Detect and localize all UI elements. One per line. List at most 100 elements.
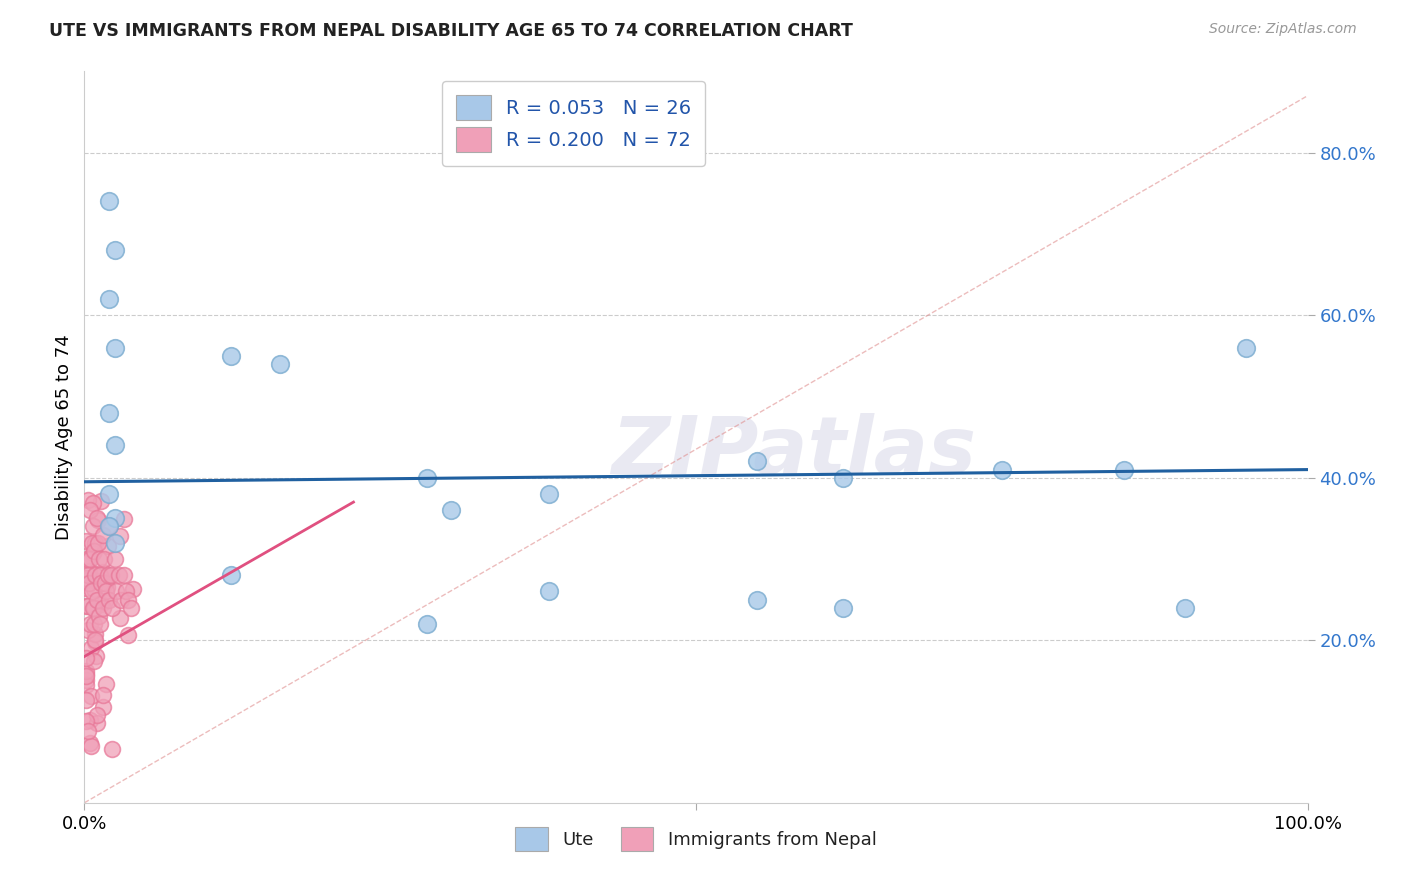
Point [93,689,115,703]
Point [96,584,118,599]
Point [79,552,101,566]
Point [84,568,107,582]
Point [87,513,110,527]
Point [100,568,122,582]
Point [86,715,108,730]
Point [77,564,100,578]
Point [75,667,97,681]
Point [91,700,114,714]
Point [101,741,124,756]
Point [77,576,100,591]
Point [89,568,111,582]
Point [104,243,127,257]
Point [80,689,103,703]
Point [104,341,127,355]
Point [120,600,142,615]
Point [831,471,853,485]
Point [77,492,100,507]
Point [76,552,98,566]
Point [75,534,97,549]
Point [91,527,114,541]
Text: Source: ZipAtlas.com: Source: ZipAtlas.com [1209,22,1357,37]
Text: ZIPatlas: ZIPatlas [612,413,976,491]
Point [82,546,104,560]
Point [82,600,104,615]
Point [83,582,105,596]
Point [97,194,120,209]
Point [75,581,97,595]
Point [1236,341,1258,355]
Point [89,617,111,632]
Point [747,454,769,468]
Point [219,349,242,363]
Point [75,570,97,584]
Point [75,573,97,587]
Point [77,723,100,738]
Point [104,438,127,452]
Point [115,584,138,599]
Point [117,628,139,642]
Point [83,655,105,669]
Point [80,535,103,549]
Point [108,529,131,543]
Text: UTE VS IMMIGRANTS FROM NEPAL DISABILITY AGE 65 TO 74 CORRELATION CHART: UTE VS IMMIGRANTS FROM NEPAL DISABILITY … [49,22,853,40]
Point [79,553,101,567]
Point [83,634,105,648]
Point [77,599,100,614]
Point [117,592,139,607]
Point [747,592,769,607]
Point [83,617,105,632]
Point [82,519,104,533]
Point [90,597,112,611]
Point [97,519,120,533]
Point [86,592,108,607]
Point [80,584,103,599]
Point [97,406,120,420]
Point [84,633,107,648]
Point [80,640,103,655]
Point [84,574,107,589]
Point [79,736,101,750]
Point [269,357,291,371]
Point [84,649,107,664]
Point [91,600,114,615]
Point [122,582,145,596]
Point [107,568,129,582]
Point [87,552,110,566]
Point [75,650,97,665]
Point [77,568,100,582]
Point [75,673,97,687]
Point [86,707,108,722]
Point [538,487,561,501]
Point [96,677,118,691]
Point [75,714,97,728]
Legend: Ute, Immigrants from Nepal: Ute, Immigrants from Nepal [506,818,886,860]
Point [84,627,107,641]
Point [83,600,105,615]
Point [75,599,97,614]
Point [416,471,439,485]
Point [97,592,120,607]
Point [87,535,110,549]
Point [75,669,97,683]
Point [97,539,120,553]
Point [90,576,112,591]
Point [97,519,120,533]
Point [101,600,124,615]
Point [831,600,853,615]
Point [1174,600,1197,615]
Point [104,552,127,566]
Point [87,608,110,623]
Point [108,611,131,625]
Point [105,584,128,599]
Point [90,494,112,508]
Point [75,665,97,679]
Point [83,544,105,558]
Point [112,568,135,582]
Point [83,536,105,550]
Point [416,617,439,632]
Point [991,462,1014,476]
Point [538,584,561,599]
Point [97,568,120,582]
Point [96,580,118,594]
